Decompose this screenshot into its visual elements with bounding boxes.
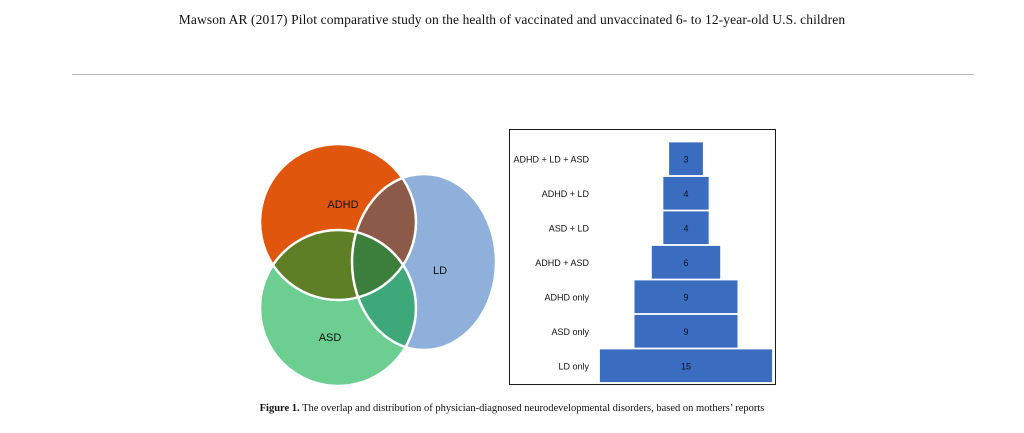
venn-label-asd: ASD bbox=[319, 332, 342, 344]
pyramid-chart: ADHD + LD + ASD 3 ADHD + LD 4 ASD + LD 4 ADHD … bbox=[513, 141, 773, 383]
bar-adhd-asd bbox=[650, 245, 721, 280]
figure-caption-text: The overlap and distribution of physicia… bbox=[299, 403, 765, 414]
bar-value-adhd-only: 9 bbox=[683, 292, 688, 302]
category-label-adhd-ld-asd: ADHD + LD + ASD bbox=[513, 154, 589, 164]
category-label-asd-only: ASD only bbox=[551, 327, 589, 337]
category-label-adhd-asd: ADHD + ASD bbox=[535, 258, 589, 268]
figure-caption-label: Figure 1. bbox=[259, 403, 300, 414]
bar-ld-only bbox=[599, 348, 773, 383]
bar-value-adhd-asd: 6 bbox=[683, 258, 688, 268]
bar-asd-only bbox=[633, 314, 739, 349]
page-header-title: Mawson AR (2017) Pilot comparative study… bbox=[178, 12, 846, 27]
venn-label-adhd: ADHD bbox=[327, 199, 358, 211]
bar-value-adhd-ld-asd: 3 bbox=[683, 154, 688, 164]
bar-adhd-ld-asd bbox=[668, 141, 704, 176]
bar-value-adhd-ld: 4 bbox=[683, 189, 688, 199]
venn-label-ld: LD bbox=[433, 265, 447, 277]
bar-adhd-only bbox=[633, 279, 739, 314]
bar-value-asd-ld: 4 bbox=[683, 223, 688, 233]
venn-overlap-asd-ld bbox=[352, 230, 416, 350]
header-divider bbox=[72, 74, 974, 75]
bar-asd-ld bbox=[662, 210, 710, 245]
venn-overlap-adhd-ld bbox=[352, 174, 416, 300]
category-label-ld-only: LD only bbox=[558, 361, 589, 371]
category-label-adhd-ld: ADHD + LD bbox=[542, 189, 590, 199]
category-label-adhd-only: ADHD only bbox=[544, 292, 589, 302]
figure-caption: Figure 1. The overlap and distribution o… bbox=[0, 403, 1024, 414]
category-label-asd-ld: ASD + LD bbox=[549, 223, 590, 233]
bar-adhd-ld bbox=[662, 176, 710, 211]
bar-value-asd-only: 9 bbox=[683, 327, 688, 337]
bar-value-ld-only: 15 bbox=[681, 361, 691, 371]
pyramid-chart-frame: ADHD + LD + ASD 3 ADHD + LD 4 ASD + LD 4 ADHD … bbox=[509, 129, 776, 385]
